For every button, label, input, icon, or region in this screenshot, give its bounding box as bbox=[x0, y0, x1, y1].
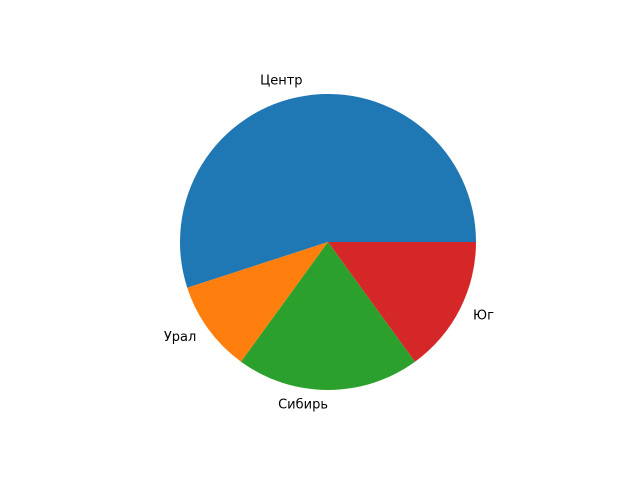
pie-label: Центр bbox=[260, 74, 302, 89]
pie-label: Сибирь bbox=[278, 397, 328, 412]
pie-label: Юг bbox=[473, 308, 494, 323]
pie-labels: Центр Урал Сибирь Юг bbox=[164, 74, 494, 413]
pie-slice-1 bbox=[187, 242, 328, 362]
pie-slice-2 bbox=[241, 242, 415, 390]
pie-slices bbox=[180, 94, 477, 390]
pie-label: Урал bbox=[164, 330, 196, 345]
pie-slice-3 bbox=[328, 242, 476, 362]
pie-slice-0 bbox=[180, 94, 477, 288]
